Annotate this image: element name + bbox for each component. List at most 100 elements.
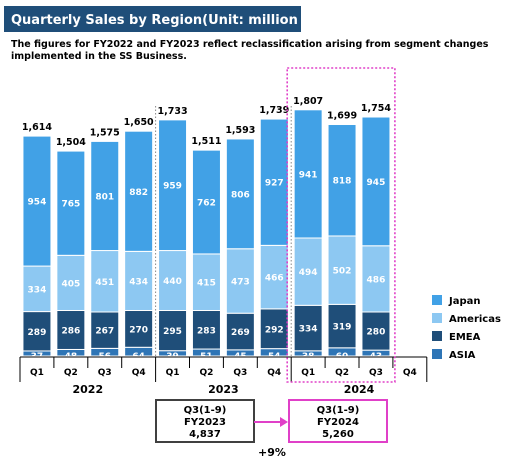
- bar-segment-americas: [191, 253, 221, 311]
- segment-value-label: 473: [231, 277, 250, 287]
- total-value-label: 1,699: [327, 111, 357, 122]
- category-label: Q2: [335, 368, 349, 378]
- segment-value-label: 269: [231, 328, 250, 338]
- segment-value-label: 280: [367, 328, 386, 338]
- legend-swatch-asia: [432, 349, 442, 359]
- total-value-label: 1,650: [124, 117, 154, 128]
- segment-value-label: 440: [163, 277, 182, 287]
- fy2024-comparison-period: Q3(1-9): [317, 405, 360, 416]
- category-label: Q2: [199, 368, 213, 378]
- total-value-label: 1,739: [259, 105, 289, 116]
- legend-swatch-americas: [432, 313, 442, 323]
- segment-value-label: 882: [129, 188, 148, 198]
- total-value-label: 1,614: [22, 122, 52, 133]
- segment-value-label: 267: [95, 327, 114, 337]
- year-label: 2022: [72, 383, 103, 396]
- bar-segment-americas: [124, 250, 154, 311]
- fy2023-comparison-box: [155, 399, 255, 443]
- note-line-2: implemented in the SS Business.: [11, 51, 187, 62]
- bar-segment-emea: [361, 311, 391, 351]
- bar-segment-emea: [191, 309, 221, 350]
- bar-segment-emea: [124, 309, 154, 348]
- legend-swatch-emea: [432, 331, 442, 341]
- bar-segment-americas: [293, 237, 323, 306]
- segment-value-label: 334: [28, 285, 47, 295]
- legend-swatch-japan: [432, 295, 442, 305]
- bar-segment-japan: [361, 116, 391, 247]
- bar-segment-emea: [259, 308, 289, 350]
- total-value-label: 1,593: [225, 125, 255, 136]
- segment-value-label: 405: [61, 279, 80, 289]
- category-label: Q4: [132, 368, 146, 378]
- segment-value-label: 292: [265, 325, 284, 335]
- year-label: 2023: [208, 383, 239, 396]
- legend-label-japan: Japan: [448, 296, 481, 307]
- title-banner: [4, 6, 301, 32]
- total-value-label: 1,807: [293, 96, 323, 107]
- segment-value-label: 270: [129, 325, 148, 335]
- comparison-arrow-head: [280, 417, 288, 427]
- legend-label-americas: Americas: [449, 314, 501, 325]
- segment-value-label: 959: [163, 182, 182, 192]
- bar-segment-emea: [56, 309, 86, 350]
- category-label: Q4: [267, 368, 281, 378]
- bar-segment-japan: [225, 138, 255, 250]
- category-label: Q1: [30, 368, 44, 378]
- bar-segment-emea: [293, 304, 323, 352]
- bar-segment-americas: [22, 265, 52, 313]
- legend-label-emea: EMEA: [449, 332, 481, 343]
- total-value-label: 1,504: [56, 137, 86, 148]
- bar-segment-emea: [22, 311, 52, 352]
- segment-value-label: 434: [129, 277, 148, 287]
- segment-value-label: 502: [333, 267, 352, 277]
- bar-segment-americas: [158, 250, 188, 311]
- bar-segment-emea: [158, 309, 188, 352]
- bar-segment-americas: [56, 254, 86, 311]
- bar-segment-americas: [90, 250, 120, 313]
- bar-segment-japan: [22, 135, 52, 267]
- bar-segment-japan: [327, 124, 357, 237]
- segment-value-label: 954: [28, 198, 47, 208]
- segment-value-label: 494: [299, 268, 318, 278]
- legend-label-asia: ASIA: [449, 350, 476, 361]
- category-label: Q3: [369, 368, 383, 378]
- total-value-label: 1,754: [361, 103, 391, 114]
- segment-value-label: 801: [95, 192, 114, 202]
- total-value-label: 1,511: [191, 136, 221, 147]
- segment-value-label: 818: [333, 177, 352, 187]
- bar-segment-americas: [259, 244, 289, 310]
- fy2023-comparison-total: 4,837: [189, 429, 221, 440]
- bar-segment-japan: [90, 140, 120, 252]
- category-label: Q3: [98, 368, 112, 378]
- fy2023-comparison-period: Q3(1-9): [184, 405, 227, 416]
- segment-value-label: 945: [367, 178, 386, 188]
- category-label: Q3: [233, 368, 247, 378]
- legend: Japan Americas EMEA ASIA: [432, 295, 501, 361]
- segment-value-label: 451: [95, 278, 114, 288]
- segment-value-label: 334: [299, 325, 318, 335]
- chart-title: Quarterly Sales by Region(Unit: million …: [11, 13, 335, 28]
- bar-segment-japan: [56, 150, 86, 256]
- bar-segment-emea: [225, 312, 255, 351]
- segment-value-label: 286: [61, 326, 80, 336]
- fy2023-comparison-fiscal-year: FY2023: [184, 417, 226, 428]
- segment-value-label: 466: [265, 274, 284, 284]
- category-label: Q2: [64, 368, 78, 378]
- year-label: 2024: [344, 383, 375, 396]
- segment-value-label: 283: [197, 326, 216, 336]
- segment-value-label: 941: [299, 170, 318, 180]
- note-line-1: The figures for FY2022 and FY2023 reflec…: [11, 39, 489, 50]
- segment-value-label: 806: [231, 190, 250, 200]
- bar-segment-japan: [293, 109, 323, 239]
- bar-segment-japan: [158, 119, 188, 252]
- segment-value-label: 415: [197, 279, 216, 289]
- total-value-label: 1,575: [90, 127, 120, 138]
- category-label: Q1: [301, 368, 315, 378]
- segment-value-label: 486: [367, 275, 386, 285]
- segment-value-label: 765: [61, 200, 80, 210]
- bar-segment-japan: [259, 118, 289, 246]
- segment-value-label: 762: [197, 199, 216, 209]
- bar-segment-japan: [124, 130, 154, 252]
